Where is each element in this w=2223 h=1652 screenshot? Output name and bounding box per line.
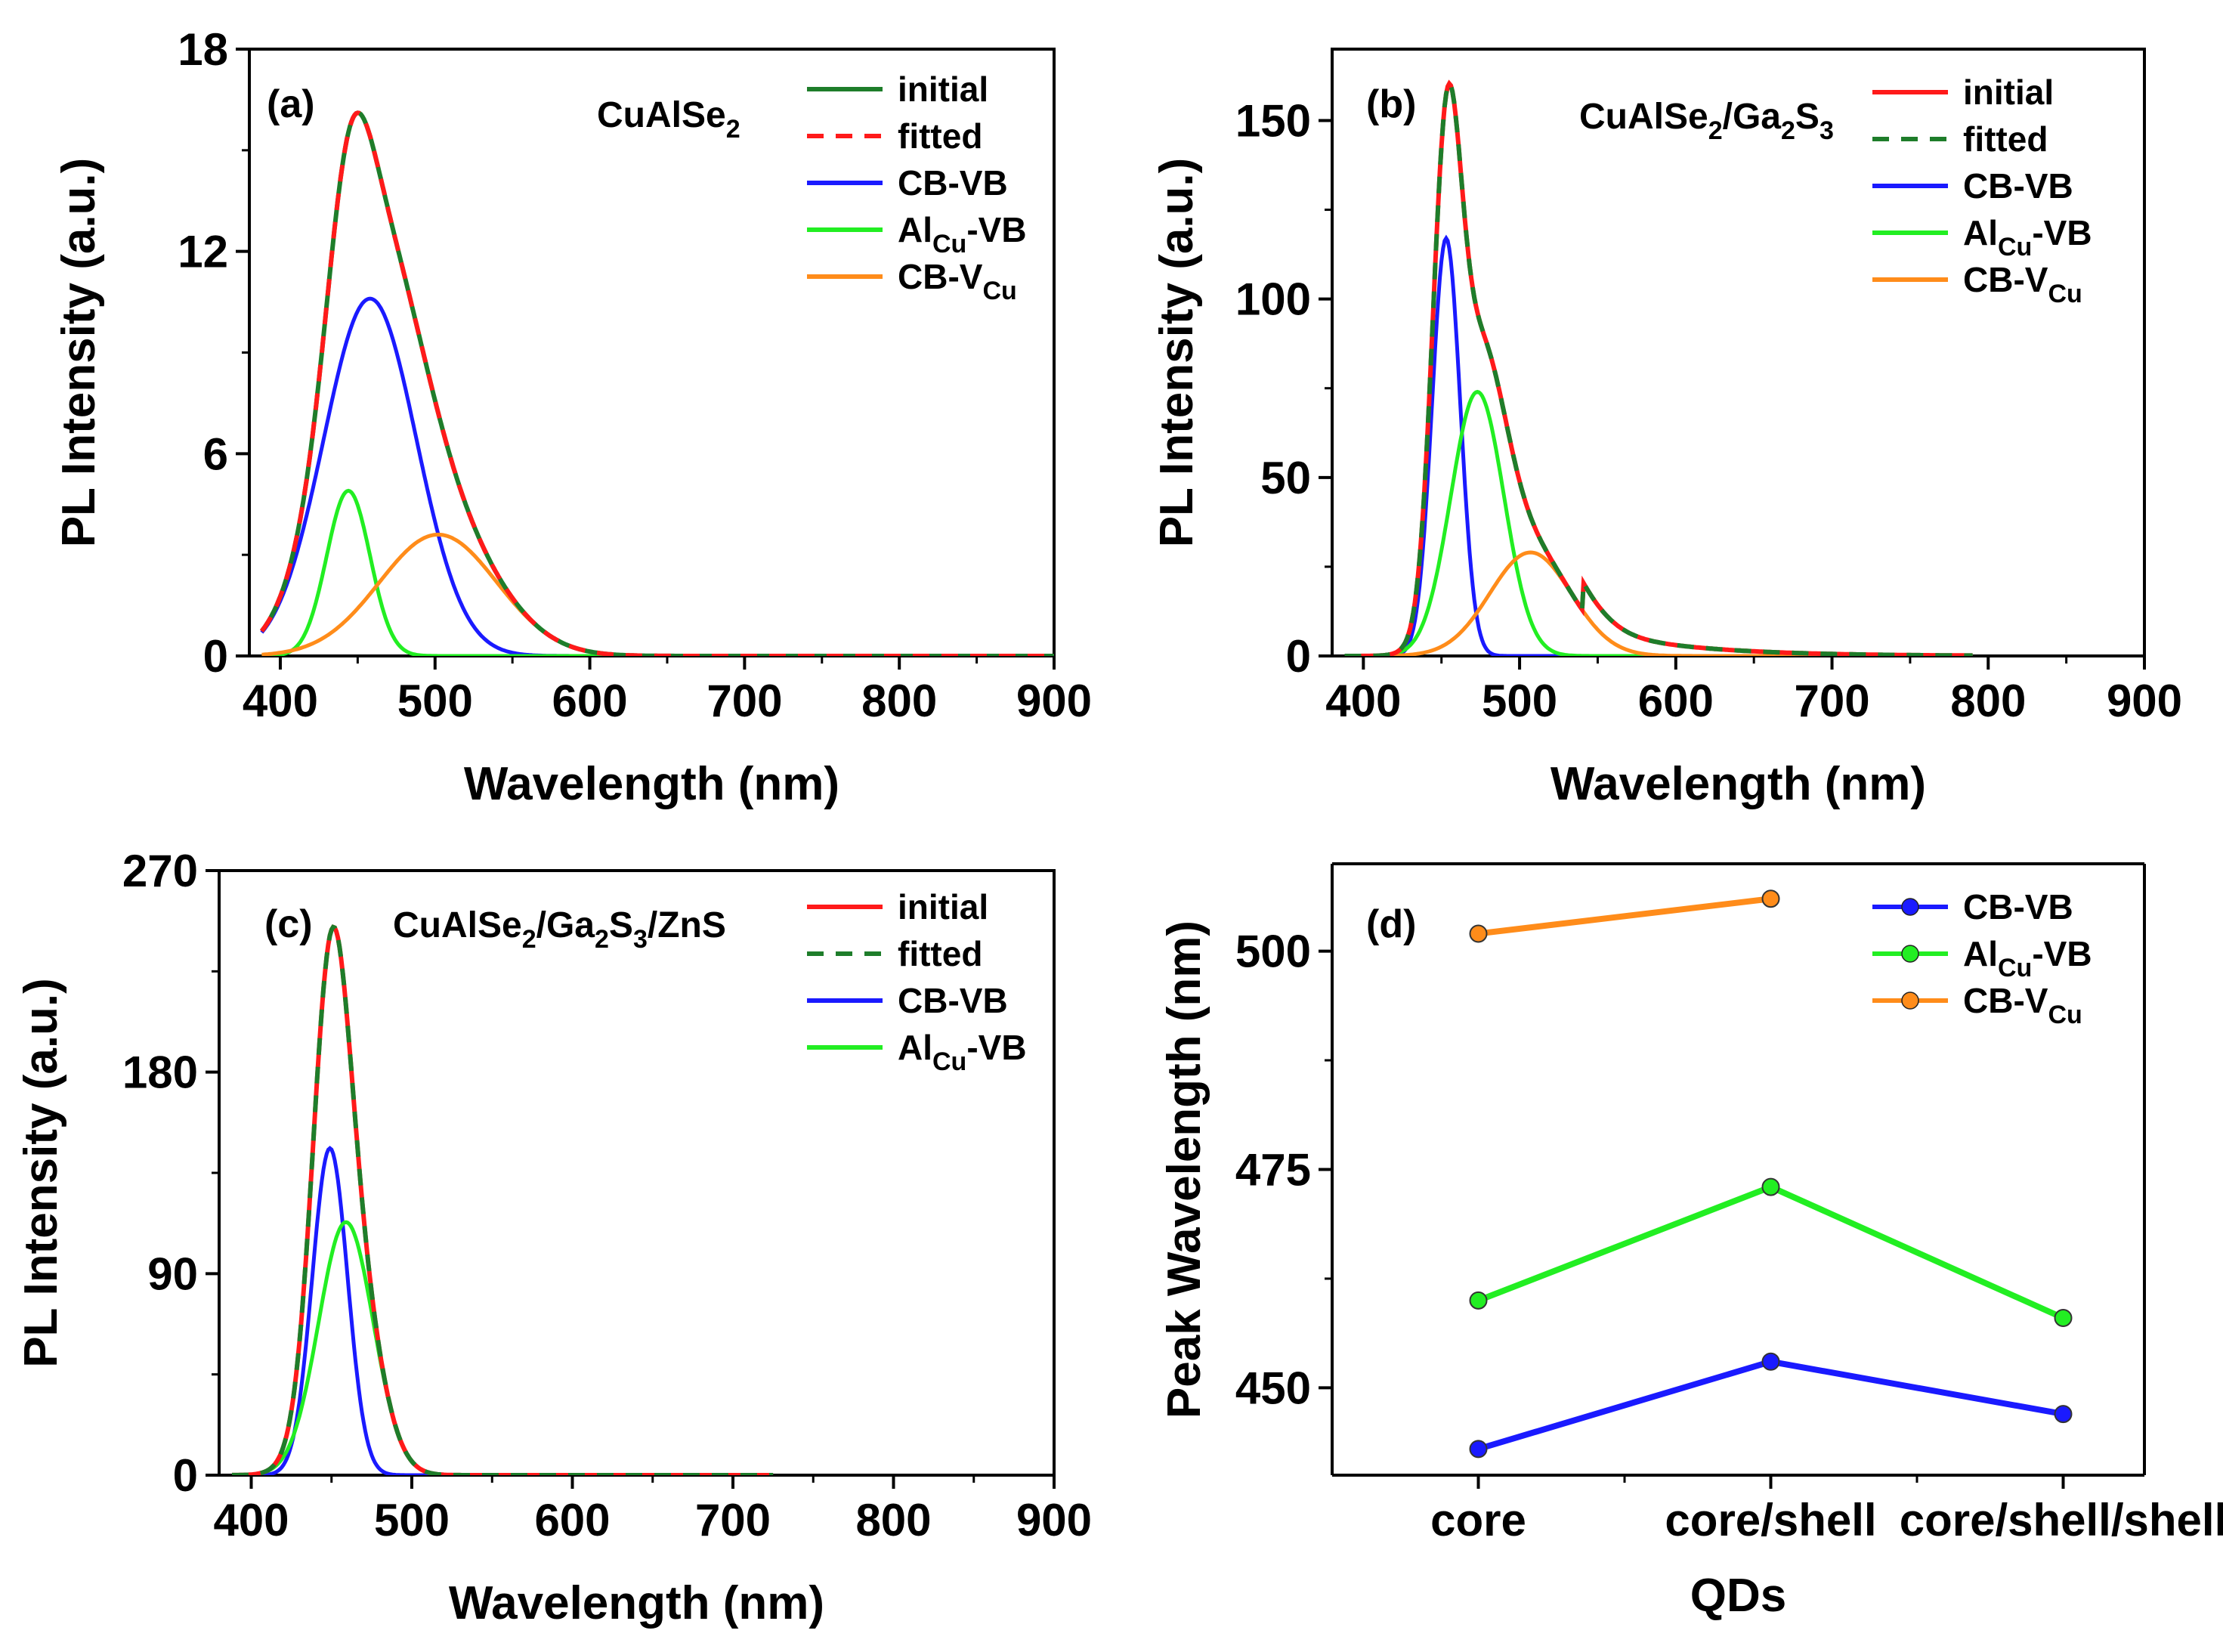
y-tick-label-c: 90 xyxy=(147,1248,198,1299)
panel-label-b: (b) xyxy=(1366,82,1416,126)
legend-label-b-alcu-vb: AlCu-VB xyxy=(1963,213,2092,261)
panel-d: core core/shell core/shell/shell 450 475 500 Q… xyxy=(1158,862,2223,1622)
y-tick-label-d: 450 xyxy=(1235,1363,1311,1413)
x-axis-label-b: Wavelength (nm) xyxy=(1551,758,1926,810)
y-tick-label-a: 12 xyxy=(178,227,228,277)
legend-label-d-cb-vb: CB-VB xyxy=(1963,887,2073,927)
y-tick-label-a: 6 xyxy=(203,428,228,479)
x-tick-label-b: 800 xyxy=(1950,676,2026,726)
x-tick-label-d: core xyxy=(1430,1495,1526,1545)
y-tick-label-a: 18 xyxy=(178,24,228,75)
legend-label-a-cb-vb: CB-VB xyxy=(898,163,1008,203)
series-line-a-fitted xyxy=(259,110,1054,656)
x-tick-label-b: 700 xyxy=(1794,676,1869,726)
legend-marker-d-cb-vb xyxy=(1901,898,1919,916)
panel-c: 400 500 600 700 800 900 0 90 180 270 Wavelength (n… xyxy=(15,846,1092,1629)
x-tick-label-a: 700 xyxy=(706,676,782,726)
series-line-d-alcu-vb xyxy=(1477,1183,2065,1321)
series-line-b-cb-vcu xyxy=(1344,550,1973,656)
panel-a: 400 500 600 700 800 900 0 6 12 18 Wavelength (nm) P… xyxy=(53,24,1092,810)
chart-title-c: CuAlSe2/Ga2S3/ZnS xyxy=(393,905,726,954)
y-tick-label-c: 0 xyxy=(173,1450,198,1501)
y-axis-label-b: PL Intensity (a.u.) xyxy=(1151,158,1203,548)
panel-label-c: (c) xyxy=(264,902,313,946)
data-point-d-cb-vb xyxy=(2054,1405,2073,1424)
y-tick-label-b: 50 xyxy=(1260,453,1311,503)
legend-label-c-cb-vb: CB-VB xyxy=(898,981,1008,1020)
y-tick-label-a: 0 xyxy=(203,631,228,682)
legend-label-b-initial: initial xyxy=(1963,73,2054,112)
x-axis-label-c: Wavelength (nm) xyxy=(449,1577,824,1629)
x-tick-label-c: 600 xyxy=(534,1495,610,1545)
y-tick-label-c: 270 xyxy=(122,846,198,896)
x-tick-label-a: 500 xyxy=(397,676,473,726)
panel-label-a: (a) xyxy=(267,82,315,126)
series-line-a-cb-vb xyxy=(260,296,1054,656)
x-tick-label-b: 600 xyxy=(1638,676,1714,726)
legend-label-d-cb-vcu: CB-VCu xyxy=(1963,981,2082,1029)
chart-title-a: CuAlSe2 xyxy=(597,95,740,144)
x-tick-label-a: 800 xyxy=(861,676,937,726)
x-tick-label-a: 600 xyxy=(552,676,628,726)
legend-label-c-fitted: fitted xyxy=(898,934,982,973)
y-axis-label-d: Peak Wavelength (nm) xyxy=(1158,920,1210,1418)
x-tick-label-d: core/shell xyxy=(1665,1495,1876,1545)
data-point-d-cb-vb xyxy=(1469,1440,1488,1459)
legend-label-d-alcu-vb: AlCu-VB xyxy=(1963,934,2092,982)
x-tick-label-b: 400 xyxy=(1325,676,1401,726)
legend-label-c-initial: initial xyxy=(898,887,988,927)
legend-label-b-fitted: fitted xyxy=(1963,119,2048,159)
legend-label-a-fitted: fitted xyxy=(898,116,982,156)
series-line-b-cb-vb xyxy=(1344,234,1973,656)
legend-label-a-initial: initial xyxy=(898,70,988,109)
data-point-d-cb-vcu xyxy=(1761,889,1780,908)
data-point-d-cb-vb xyxy=(1761,1352,1780,1371)
chart-title-b: CuAlSe2/Ga2S3 xyxy=(1579,97,1834,145)
legend-label-b-cb-vcu: CB-VCu xyxy=(1963,260,2082,308)
series-line-d-cb-vb xyxy=(1477,1358,2064,1452)
series-line-c-alcu-vb xyxy=(232,1220,774,1475)
x-axis-label-a: Wavelength (nm) xyxy=(464,758,839,810)
series-line-b-alcu-vb xyxy=(1344,389,1973,656)
legend-label-a-alcu-vb: AlCu-VB xyxy=(898,210,1027,258)
x-tick-label-c: 800 xyxy=(855,1495,931,1545)
x-tick-label-c: 400 xyxy=(213,1495,289,1545)
panel-b: 400 500 600 700 800 900 0 50 100 150 Wavelength (n… xyxy=(1151,48,2182,810)
y-tick-label-d: 475 xyxy=(1235,1145,1311,1196)
series-line-c-fitted xyxy=(232,924,774,1475)
y-tick-label-b: 100 xyxy=(1235,274,1311,325)
series-line-d-cb-vcu xyxy=(1478,896,1771,937)
x-tick-label-a: 900 xyxy=(1016,676,1092,726)
series-line-c-cb-vb xyxy=(232,1146,774,1475)
data-point-d-alcu-vb xyxy=(1761,1177,1780,1196)
series-line-c-initial xyxy=(232,924,774,1475)
series-line-a-alcu-vb xyxy=(261,488,1054,656)
x-tick-label-d: core/shell/shell xyxy=(1900,1495,2223,1545)
x-tick-label-c: 900 xyxy=(1016,1495,1092,1545)
x-axis-label-d: QDs xyxy=(1690,1570,1786,1622)
y-axis-label-c: PL Intensity (a.u.) xyxy=(15,978,67,1368)
x-tick-label-a: 400 xyxy=(243,676,318,726)
series-line-b-fitted xyxy=(1344,79,1973,656)
y-tick-label-b: 150 xyxy=(1235,95,1311,146)
legend-marker-d-cb-vcu xyxy=(1901,992,1919,1010)
x-tick-label-c: 500 xyxy=(374,1495,450,1545)
legend-label-b-cb-vb: CB-VB xyxy=(1963,166,2073,206)
data-point-d-alcu-vb xyxy=(1469,1291,1488,1310)
y-axis-label-a: PL Intensity (a.u.) xyxy=(53,158,105,548)
panel-label-d: (d) xyxy=(1366,902,1416,946)
x-tick-label-b: 900 xyxy=(2107,676,2182,726)
y-tick-label-c: 180 xyxy=(122,1047,198,1098)
y-tick-label-d: 500 xyxy=(1235,927,1311,977)
y-tick-label-b: 0 xyxy=(1286,631,1311,682)
data-point-d-cb-vcu xyxy=(1469,924,1488,943)
legend-marker-d-alcu-vb xyxy=(1901,945,1919,963)
legend-label-c-alcu-vb: AlCu-VB xyxy=(898,1028,1027,1076)
data-point-d-alcu-vb xyxy=(2054,1308,2073,1327)
legend-label-a-cb-vcu: CB-VCu xyxy=(898,257,1017,305)
x-tick-label-c: 700 xyxy=(695,1495,771,1545)
x-tick-label-b: 500 xyxy=(1482,676,1557,726)
